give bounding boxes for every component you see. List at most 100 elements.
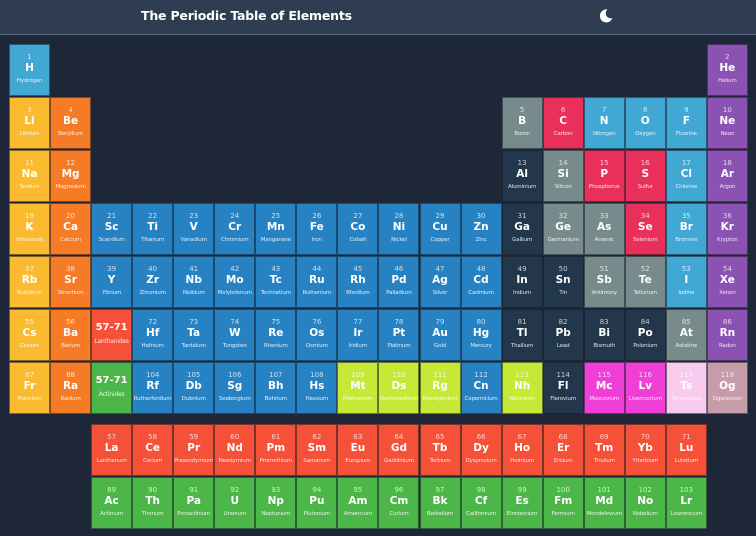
element-cell-kr[interactable]: 36 Kr Krypton [706, 203, 748, 255]
element-cell-b[interactable]: 5 B Boron [501, 97, 543, 149]
element-cell-no[interactable]: 102 No Nobelium [624, 477, 666, 529]
element-cell-hs[interactable]: 108 Hs Hassium [296, 362, 338, 414]
element-cell-ac[interactable]: 89 Ac Actinium [91, 477, 133, 529]
element-cell-na[interactable]: 11 Na Sodium [9, 150, 50, 202]
element-cell-ts[interactable]: 117 Ts Tennessine [665, 362, 707, 414]
element-cell-nd[interactable]: 60 Nd Neodymium [214, 424, 256, 476]
element-cell-es[interactable]: 99 Es Einsteinium [501, 477, 543, 529]
element-cell-ti[interactable]: 22 Ti Titanium [132, 203, 174, 255]
element-cell-er[interactable]: 68 Er Erbium [542, 424, 584, 476]
element-cell-po[interactable]: 84 Po Polonium [624, 309, 666, 361]
element-cell-u[interactable]: 92 U Uranium [214, 477, 256, 529]
element-cell-tc[interactable]: 43 Tc Technetium [255, 256, 297, 308]
element-cell-lu[interactable]: 71 Lu Lutetium [665, 424, 707, 476]
element-cell-cn[interactable]: 112 Cn Copernicium [460, 362, 502, 414]
element-cell-ne[interactable]: 10 Ne Neon [706, 97, 748, 149]
element-cell-ag[interactable]: 47 Ag Silver [419, 256, 461, 308]
element-cell-pa[interactable]: 91 Pa Protactinium [173, 477, 215, 529]
element-cell-nh[interactable]: 113 Nh Nihonium [501, 362, 543, 414]
element-cell-nb[interactable]: 41 Nb Niobium [173, 256, 215, 308]
element-cell-sg[interactable]: 106 Sg Seaborgium [214, 362, 256, 414]
element-cell-db[interactable]: 105 Db Dubnium [173, 362, 215, 414]
element-cell-am[interactable]: 95 Am Americium [337, 477, 379, 529]
element-cell-ta[interactable]: 73 Ta Tantalum [173, 309, 215, 361]
element-cell-ge[interactable]: 32 Ge Germanium [542, 203, 584, 255]
element-cell-ho[interactable]: 67 Ho Holmium [501, 424, 543, 476]
moon-icon[interactable] [598, 8, 614, 24]
element-cell-si[interactable]: 14 Si Silicon [542, 150, 584, 202]
element-cell-dy[interactable]: 66 Dy Dysprosium [460, 424, 502, 476]
element-cell-sm[interactable]: 62 Sm Samarium [296, 424, 338, 476]
element-cell-eu[interactable]: 63 Eu Europium [337, 424, 379, 476]
element-cell-zr[interactable]: 40 Zr Zirconium [132, 256, 174, 308]
element-cell-pt[interactable]: 78 Pt Platinum [378, 309, 420, 361]
element-cell-ra[interactable]: 88 Ra Radium [50, 362, 92, 414]
element-cell-ba[interactable]: 56 Ba Barium [50, 309, 92, 361]
series-placeholder-lanthanides[interactable]: 57-71 Lanthanides [91, 309, 133, 361]
element-cell-o[interactable]: 8 O Oxygen [624, 97, 666, 149]
element-cell-v[interactable]: 23 V Vanadium [173, 203, 215, 255]
element-cell-bk[interactable]: 97 Bk Berkelium [419, 477, 461, 529]
element-cell-xe[interactable]: 54 Xe Xenon [706, 256, 748, 308]
element-cell-la[interactable]: 57 La Lanthanum [91, 424, 133, 476]
element-cell-cs[interactable]: 55 Cs Cesium [9, 309, 50, 361]
element-cell-fm[interactable]: 100 Fm Fermium [542, 477, 584, 529]
element-cell-tl[interactable]: 81 Tl Thallium [501, 309, 543, 361]
element-cell-zn[interactable]: 30 Zn Zinc [460, 203, 502, 255]
element-cell-pb[interactable]: 82 Pb Lead [542, 309, 584, 361]
element-cell-mc[interactable]: 115 Mc Moscovium [583, 362, 625, 414]
element-cell-ds[interactable]: 110 Ds Darmstadtium [378, 362, 420, 414]
element-cell-md[interactable]: 101 Md Mendelevium [583, 477, 625, 529]
element-cell-sr[interactable]: 38 Sr Strontium [50, 256, 92, 308]
element-cell-w[interactable]: 74 W Tungsten [214, 309, 256, 361]
element-cell-s[interactable]: 16 S Sulfur [624, 150, 666, 202]
element-cell-bi[interactable]: 83 Bi Bismuth [583, 309, 625, 361]
element-cell-np[interactable]: 93 Np Neptunium [255, 477, 297, 529]
element-cell-cf[interactable]: 98 Cf Californium [460, 477, 502, 529]
element-cell-n[interactable]: 7 N Nitrogen [583, 97, 625, 149]
element-cell-he[interactable]: 2 He Helium [706, 44, 748, 96]
element-cell-cl[interactable]: 17 Cl Chlorine [665, 150, 707, 202]
element-cell-lr[interactable]: 103 Lr Lawrencium [665, 477, 707, 529]
element-cell-ar[interactable]: 18 Ar Argon [706, 150, 748, 202]
element-cell-y[interactable]: 39 Y Yttrium [91, 256, 133, 308]
element-cell-k[interactable]: 19 K Potassium [9, 203, 50, 255]
element-cell-mt[interactable]: 109 Mt Meitnerium [337, 362, 379, 414]
element-cell-se[interactable]: 34 Se Selenium [624, 203, 666, 255]
element-cell-rg[interactable]: 111 Rg Roentgenium [419, 362, 461, 414]
element-cell-pd[interactable]: 46 Pd Palladium [378, 256, 420, 308]
element-cell-tb[interactable]: 65 Tb Terbium [419, 424, 461, 476]
element-cell-h[interactable]: 1 H Hydrogen [9, 44, 50, 96]
element-cell-te[interactable]: 52 Te Tellurium [624, 256, 666, 308]
element-cell-c[interactable]: 6 C Carbon [542, 97, 584, 149]
element-cell-li[interactable]: 3 Li Lithium [9, 97, 50, 149]
element-cell-re[interactable]: 75 Re Rhenium [255, 309, 297, 361]
element-cell-ir[interactable]: 77 Ir Iridium [337, 309, 379, 361]
element-cell-os[interactable]: 76 Os Osmium [296, 309, 338, 361]
element-cell-pr[interactable]: 59 Pr Praseodymium [173, 424, 215, 476]
element-cell-fr[interactable]: 87 Fr Francium [9, 362, 50, 414]
element-cell-gd[interactable]: 64 Gd Gadolinium [378, 424, 420, 476]
element-cell-ga[interactable]: 31 Ga Gallium [501, 203, 543, 255]
element-cell-sb[interactable]: 51 Sb Antimony [583, 256, 625, 308]
element-cell-fl[interactable]: 114 Fl Flerovium [542, 362, 584, 414]
element-cell-au[interactable]: 79 Au Gold [419, 309, 461, 361]
element-cell-bh[interactable]: 107 Bh Bohrium [255, 362, 297, 414]
element-cell-cu[interactable]: 29 Cu Copper [419, 203, 461, 255]
element-cell-i[interactable]: 53 I Iodine [665, 256, 707, 308]
element-cell-hg[interactable]: 80 Hg Mercury [460, 309, 502, 361]
element-cell-sc[interactable]: 21 Sc Scandium [91, 203, 133, 255]
element-cell-mo[interactable]: 42 Mo Molybdenum [214, 256, 256, 308]
element-cell-co[interactable]: 27 Co Cobalt [337, 203, 379, 255]
element-cell-ca[interactable]: 20 Ca Calcium [50, 203, 92, 255]
element-cell-pu[interactable]: 94 Pu Plutonium [296, 477, 338, 529]
element-cell-rf[interactable]: 104 Rf Rutherfordium [132, 362, 174, 414]
element-cell-sn[interactable]: 50 Sn Tin [542, 256, 584, 308]
element-cell-p[interactable]: 15 P Phosphorus [583, 150, 625, 202]
element-cell-rn[interactable]: 86 Rn Radon [706, 309, 748, 361]
element-cell-rh[interactable]: 45 Rh Rhodium [337, 256, 379, 308]
element-cell-pm[interactable]: 61 Pm Promethium [255, 424, 297, 476]
element-cell-br[interactable]: 35 Br Bromine [665, 203, 707, 255]
element-cell-mn[interactable]: 25 Mn Manganese [255, 203, 297, 255]
series-placeholder-actinides[interactable]: 57-71 Actinides [91, 362, 133, 414]
